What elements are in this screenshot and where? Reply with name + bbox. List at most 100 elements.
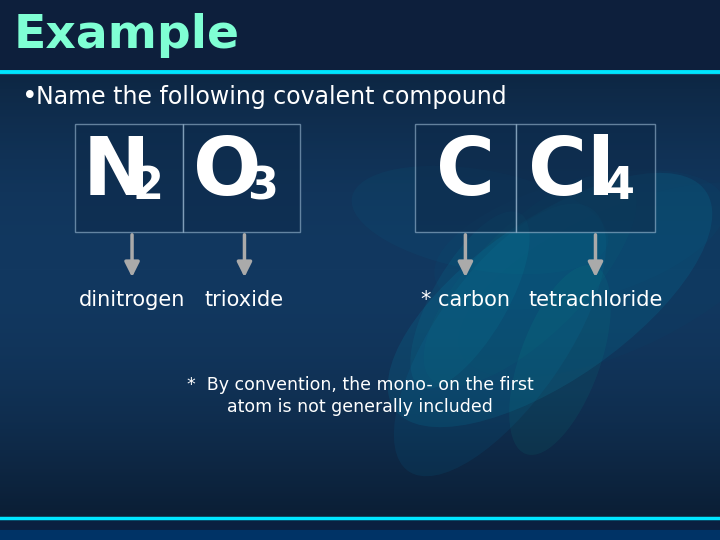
Bar: [0, 20, 720, 21]
Bar: [0, 274, 720, 275]
Bar: [0, 535, 720, 536]
Bar: [0, 533, 720, 534]
Bar: [0, 4, 720, 5]
Bar: [0, 60, 720, 61]
Bar: [0, 184, 720, 185]
Bar: [0, 276, 720, 277]
Bar: [0, 376, 720, 377]
Bar: [0, 321, 720, 322]
Bar: [0, 233, 720, 234]
Bar: [0, 502, 720, 503]
Bar: [0, 133, 720, 134]
Bar: [0, 485, 720, 486]
Bar: [0, 420, 720, 421]
Bar: [0, 80, 720, 81]
Bar: [0, 56, 720, 57]
Bar: [0, 391, 720, 392]
Bar: [0, 532, 720, 533]
Bar: [0, 138, 720, 139]
Bar: [0, 284, 720, 285]
Bar: [0, 338, 720, 339]
Text: Name the following covalent compound: Name the following covalent compound: [36, 85, 507, 109]
Bar: [0, 416, 720, 417]
Bar: [0, 291, 720, 292]
Bar: [0, 464, 720, 465]
Bar: [0, 424, 720, 425]
Bar: [0, 287, 720, 288]
Bar: [0, 131, 720, 132]
Ellipse shape: [351, 166, 608, 274]
Bar: [0, 440, 720, 441]
Bar: [0, 21, 720, 22]
Bar: [0, 126, 720, 127]
Bar: [0, 262, 720, 263]
Bar: [0, 113, 720, 114]
Bar: [0, 57, 720, 58]
Bar: [183, 124, 300, 232]
Bar: [0, 356, 720, 357]
Bar: [0, 66, 720, 67]
Ellipse shape: [423, 174, 636, 386]
Bar: [0, 380, 720, 381]
Bar: [0, 30, 720, 31]
Bar: [0, 225, 720, 226]
Bar: [0, 499, 720, 500]
Bar: [0, 178, 720, 179]
Bar: [0, 103, 720, 104]
Bar: [0, 210, 720, 211]
Bar: [0, 448, 720, 449]
Bar: [0, 175, 720, 176]
Bar: [0, 327, 720, 328]
Bar: [0, 244, 720, 245]
Bar: [0, 418, 720, 419]
Bar: [0, 451, 720, 452]
Bar: [0, 170, 720, 171]
Bar: [0, 35, 720, 36]
Bar: [0, 435, 720, 436]
Bar: [0, 257, 720, 258]
Bar: [0, 194, 720, 195]
Bar: [0, 134, 720, 135]
Bar: [0, 285, 720, 286]
Bar: [0, 179, 720, 180]
Bar: [0, 76, 720, 77]
Bar: [0, 364, 720, 365]
Bar: [0, 384, 720, 385]
Bar: [0, 289, 720, 290]
Bar: [0, 346, 720, 347]
Bar: [0, 343, 720, 344]
Bar: [0, 53, 720, 54]
Bar: [0, 16, 720, 17]
Bar: [0, 434, 720, 435]
Bar: [0, 17, 720, 18]
Bar: [0, 0, 720, 72]
Bar: [0, 204, 720, 205]
Bar: [0, 511, 720, 512]
Bar: [0, 401, 720, 402]
Bar: [0, 466, 720, 467]
Text: atom is not generally included: atom is not generally included: [227, 398, 493, 416]
Bar: [0, 350, 720, 351]
Bar: [0, 29, 720, 30]
Bar: [0, 361, 720, 362]
Bar: [0, 507, 720, 508]
Text: Example: Example: [14, 14, 240, 58]
Bar: [0, 31, 720, 32]
Bar: [0, 537, 720, 538]
Bar: [0, 292, 720, 293]
Bar: [0, 61, 720, 62]
Bar: [0, 14, 720, 15]
Bar: [0, 349, 720, 350]
Bar: [0, 104, 720, 105]
Bar: [0, 18, 720, 19]
Bar: [0, 6, 720, 7]
Bar: [0, 211, 720, 212]
Bar: [0, 432, 720, 433]
Bar: [0, 164, 720, 165]
Bar: [0, 124, 720, 125]
Bar: [0, 208, 720, 209]
Bar: [0, 453, 720, 454]
Bar: [0, 412, 720, 413]
Bar: [0, 1, 720, 2]
Bar: [0, 352, 720, 353]
